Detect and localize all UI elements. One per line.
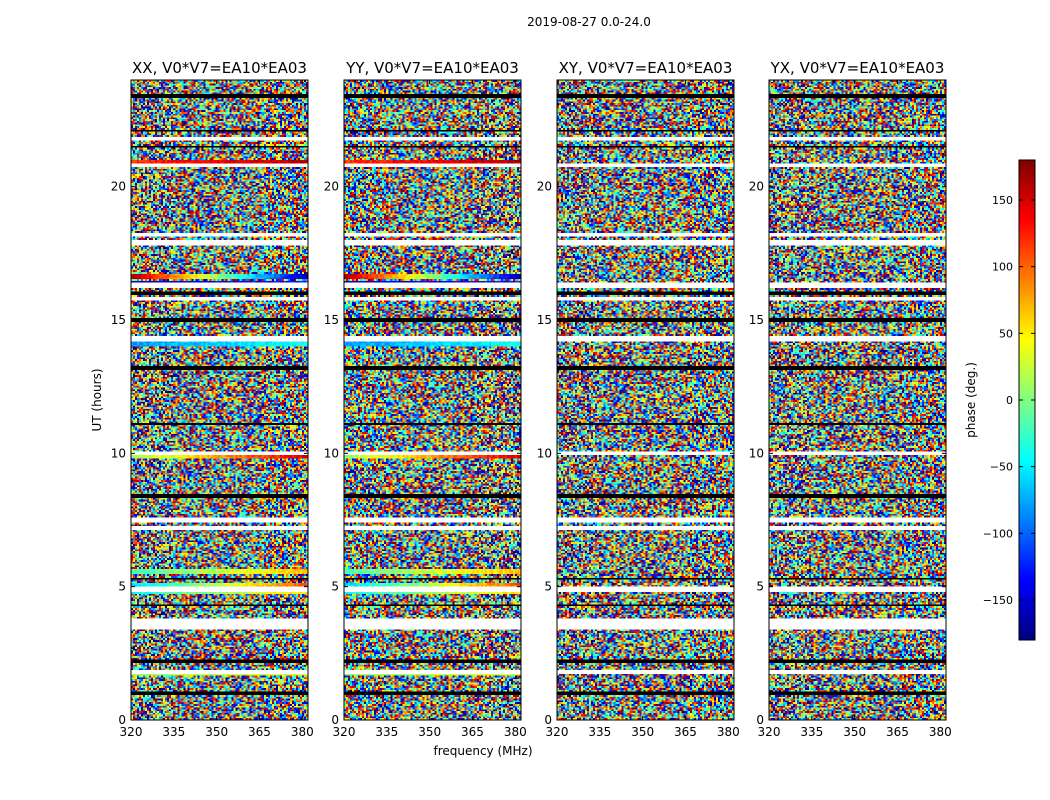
x-tick-label: 320: [120, 725, 143, 739]
x-tick-label: 350: [418, 725, 441, 739]
x-tick-label: 350: [205, 725, 228, 739]
y-tick-label: 5: [544, 580, 552, 594]
y-tick-label: 20: [111, 180, 126, 194]
x-tick-label: 335: [162, 725, 185, 739]
colorbar-tick-label: 0: [1006, 394, 1013, 407]
heatmap-image: [131, 80, 308, 720]
panel-title: XY, V0*V7=EA10*EA03: [559, 59, 733, 77]
y-tick-label: 0: [118, 713, 126, 727]
panel-xx: XX, V0*V7=EA10*EA03 320 335 350 365 380 0 5 10 15…: [111, 59, 314, 739]
x-tick-label: 320: [758, 725, 781, 739]
x-tick-label: 380: [717, 725, 740, 739]
y-tick-label: 15: [111, 313, 126, 327]
y-tick-label: 20: [537, 180, 552, 194]
x-tick-label: 380: [929, 725, 952, 739]
y-tick-label: 0: [544, 713, 552, 727]
y-tick-label: 0: [756, 713, 764, 727]
x-tick-label: 350: [843, 725, 866, 739]
y-tick-label: 20: [324, 180, 339, 194]
x-tick-label: 320: [546, 725, 569, 739]
figure-suptitle: 2019-08-27 0.0-24.0: [527, 15, 651, 29]
x-tick-label: 365: [461, 725, 484, 739]
x-tick-label: 335: [800, 725, 823, 739]
colorbar-tick-label: 100: [992, 261, 1013, 274]
heatmap-image: [344, 80, 521, 720]
y-tick-label: 15: [324, 313, 339, 327]
y-tick-label: 5: [331, 580, 339, 594]
y-tick-label: 10: [111, 446, 126, 460]
colorbar-tick-label: −50: [990, 461, 1013, 474]
x-tick-label: 350: [631, 725, 654, 739]
colorbar-tick-label: 150: [992, 194, 1013, 207]
colorbar-tick-label: −150: [983, 594, 1013, 607]
y-tick-label: 15: [537, 313, 552, 327]
x-tick-label: 335: [588, 725, 611, 739]
y-tick-label: 20: [749, 180, 764, 194]
plot-frame: [343, 79, 522, 721]
heatmap-panels: XX, V0*V7=EA10*EA03 320 335 350 365 380 0 5 10 15…: [111, 59, 952, 739]
colorbar-ticks: 150 100 50 0 −50 −100 −150: [983, 194, 1035, 607]
x-tick-label: 320: [333, 725, 356, 739]
x-tick-label: 380: [504, 725, 527, 739]
plot-frame: [130, 79, 309, 721]
colorbar-label: phase (deg.): [964, 362, 978, 438]
panel-title: YY, V0*V7=EA10*EA03: [345, 59, 519, 77]
y-axis-label: UT (hours): [90, 368, 104, 431]
plot-frame: [556, 79, 735, 721]
x-tick-label: 365: [674, 725, 697, 739]
y-tick-label: 10: [749, 446, 764, 460]
x-tick-label: 365: [248, 725, 271, 739]
y-tick-label: 10: [537, 446, 552, 460]
y-tick-label: 5: [756, 580, 764, 594]
panel-yy: YY, V0*V7=EA10*EA03 320 335 350 365 380 0 5 10 15…: [324, 59, 527, 739]
y-tick-label: 15: [749, 313, 764, 327]
plot-frame: [768, 79, 947, 721]
panel-title: YX, V0*V7=EA10*EA03: [770, 59, 945, 77]
y-tick-label: 5: [118, 580, 126, 594]
panel-yx: YX, V0*V7=EA10*EA03 320 335 350 365 380 0 5 10 15…: [749, 59, 952, 739]
x-tick-label: 380: [291, 725, 314, 739]
panel-title: XX, V0*V7=EA10*EA03: [132, 59, 307, 77]
colorbar-tick-label: 50: [999, 327, 1013, 340]
y-tick-label: 0: [331, 713, 339, 727]
x-tick-label: 365: [886, 725, 909, 739]
y-tick-label: 10: [324, 446, 339, 460]
panel-xy: XY, V0*V7=EA10*EA03 320 335 350 365 380 0 5 10 15…: [537, 59, 740, 739]
x-axis-label: frequency (MHz): [433, 744, 532, 758]
colorbar: 150 100 50 0 −50 −100 −150 phase (deg.): [964, 159, 1036, 641]
x-tick-label: 335: [375, 725, 398, 739]
colorbar-tick-label: −100: [983, 527, 1013, 540]
heatmap-image: [769, 80, 946, 720]
heatmap-image: [557, 80, 734, 720]
